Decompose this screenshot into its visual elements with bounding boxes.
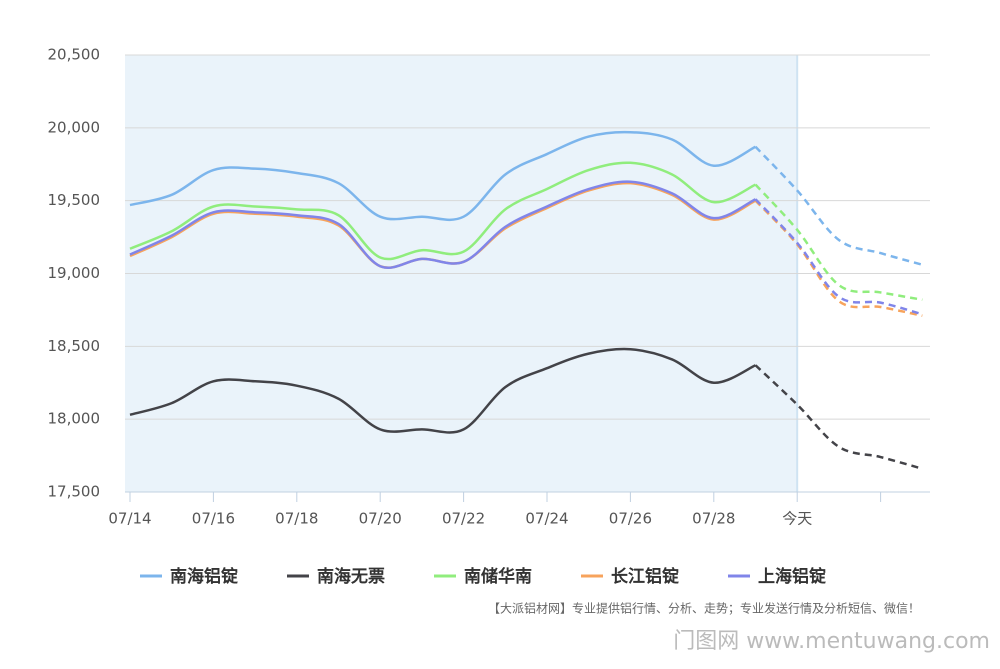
x-tick-label: 07/20 — [359, 510, 402, 528]
legend-label: 南储华南 — [464, 566, 532, 587]
footnote: 【大派铝材网】专业提供铝行情、分析、走势；专业发送行情及分析短信、微信！ — [488, 601, 920, 616]
y-tick-label: 17,500 — [48, 483, 101, 501]
y-tick-label: 20,000 — [48, 118, 101, 136]
y-tick-label: 20,500 — [48, 46, 101, 64]
x-tick-label: 07/28 — [692, 510, 735, 528]
y-tick-label: 18,000 — [48, 410, 101, 428]
series-line — [754, 183, 923, 301]
series-line — [754, 364, 923, 470]
legend-label: 南海铝锭 — [170, 566, 238, 587]
x-tick-label: 今天 — [782, 510, 812, 528]
series-line — [129, 180, 757, 269]
x-tick-label: 07/14 — [108, 510, 151, 528]
series-line — [754, 145, 923, 266]
series-line — [129, 347, 757, 434]
x-tick-label: 07/16 — [192, 510, 235, 528]
series-line — [129, 161, 757, 261]
x-tick-label: 07/18 — [275, 510, 318, 528]
legend-label: 上海铝锭 — [758, 566, 826, 587]
legend-label: 长江铝锭 — [611, 566, 679, 587]
x-tick-label: 07/22 — [442, 510, 485, 528]
y-tick-label: 19,000 — [48, 264, 101, 282]
y-tick-label: 18,500 — [48, 337, 101, 355]
legend-label: 南海无票 — [317, 566, 385, 587]
series-line — [129, 130, 757, 222]
y-tick-label: 19,500 — [48, 191, 101, 209]
x-tick-label: 07/26 — [609, 510, 652, 528]
watermark: 门图网 www.mentuwang.com — [673, 629, 990, 654]
series-line — [754, 198, 923, 316]
x-tick-label: 07/24 — [525, 510, 568, 528]
